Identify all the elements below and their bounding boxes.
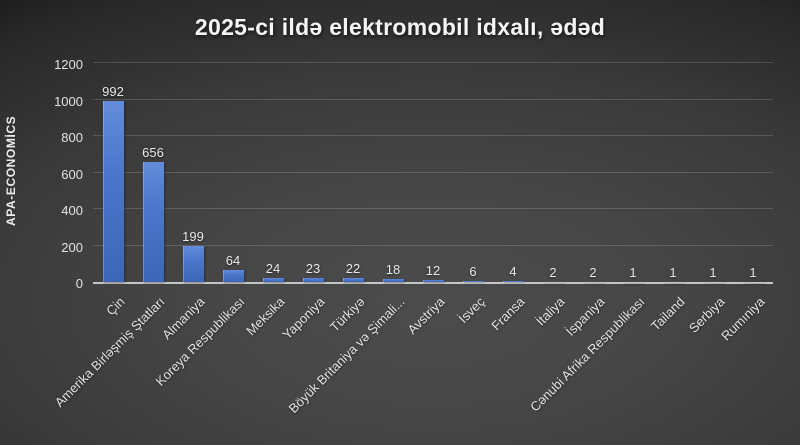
bar [182, 245, 204, 282]
gridline [93, 208, 773, 209]
bar [342, 278, 364, 282]
gridline [93, 244, 773, 246]
gridline [93, 98, 773, 100]
bar [462, 280, 484, 282]
gridline [93, 171, 773, 173]
bar-value-label: 1 [629, 264, 637, 280]
chart-title: 2025-ci ildə elektromobil idxalı, ədəd [194, 14, 606, 40]
bar-value-label: 2 [549, 264, 557, 280]
y-axis-tick-label: 1200 [54, 57, 83, 72]
y-axis-tick-label: 600 [61, 166, 83, 182]
bar-value-label: 656 [142, 145, 164, 161]
bar-value-label: 1 [669, 264, 677, 280]
plot-area [93, 62, 773, 284]
y-axis-tick-label: 800 [61, 130, 83, 145]
bar [102, 100, 124, 282]
bar [502, 281, 524, 282]
bar [302, 277, 324, 282]
y-axis-tick-label: 400 [61, 203, 83, 218]
bar [262, 277, 284, 282]
bar-value-label: 18 [385, 261, 401, 277]
bar [382, 278, 404, 282]
bar [142, 162, 164, 282]
bar-value-label: 4 [509, 264, 517, 280]
bar-value-label: 22 [345, 260, 361, 276]
watermark-text: APA-ECONOMİCS [4, 115, 18, 226]
bar-value-label: 2 [589, 264, 597, 280]
y-axis-tick-label: 0 [75, 276, 83, 291]
bar-value-label: 24 [265, 260, 281, 276]
bar-value-label: 6 [469, 263, 477, 279]
bar-value-label: 64 [225, 253, 241, 269]
bar [422, 279, 444, 282]
y-axis-tick-label: 200 [61, 239, 83, 255]
bar-value-label: 992 [102, 83, 124, 99]
gridline [93, 135, 773, 136]
y-axis-tick-label: 1000 [54, 93, 83, 109]
bar-value-label: 1 [709, 264, 717, 280]
bar-value-label: 1 [749, 264, 757, 280]
x-axis-category-label: Çin [103, 294, 128, 319]
bar-value-label: 23 [305, 260, 321, 276]
gridline [93, 62, 773, 63]
bar [222, 270, 244, 282]
bar-value-label: 199 [182, 228, 204, 244]
bar-value-label: 12 [425, 262, 441, 278]
